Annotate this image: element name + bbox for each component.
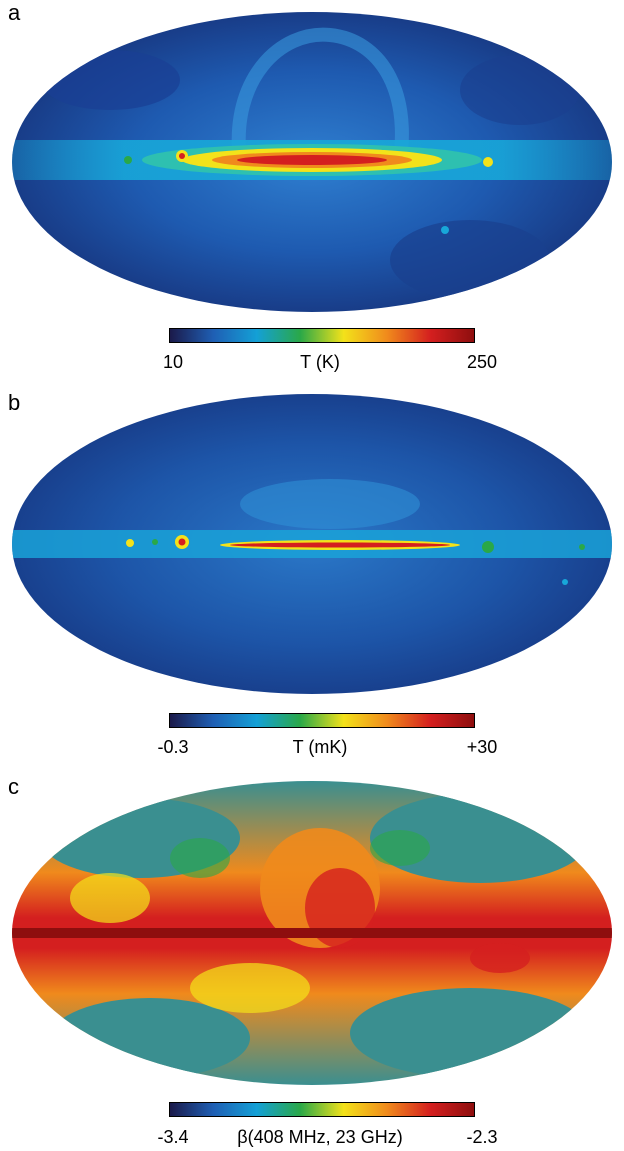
colorbar-c-min: -3.4 [157, 1127, 189, 1147]
panel-letter-b: b [8, 390, 21, 415]
colorbar-a-label: T (K) [300, 352, 340, 372]
colorbar-c-max: -2.3 [466, 1127, 498, 1147]
colorbar-c [169, 1102, 475, 1117]
colorbar-b [169, 713, 475, 728]
sky-map-c [12, 781, 612, 1085]
colorbar-b-max: +30 [466, 737, 498, 757]
colorbar-b-min: -0.3 [157, 737, 189, 757]
colorbar-a-min: 10 [162, 352, 184, 372]
colorbar-a [169, 328, 475, 343]
colorbar-a-max: 250 [466, 352, 498, 372]
sky-map-b [12, 394, 612, 694]
panel-letter-a: a [8, 0, 21, 25]
colorbar-b-label: T (mK) [292, 737, 348, 757]
panel-letter-c: c [8, 774, 19, 799]
colorbar-c-label: β(408 MHz, 23 GHz) [237, 1127, 403, 1147]
sky-map-a [12, 12, 612, 312]
